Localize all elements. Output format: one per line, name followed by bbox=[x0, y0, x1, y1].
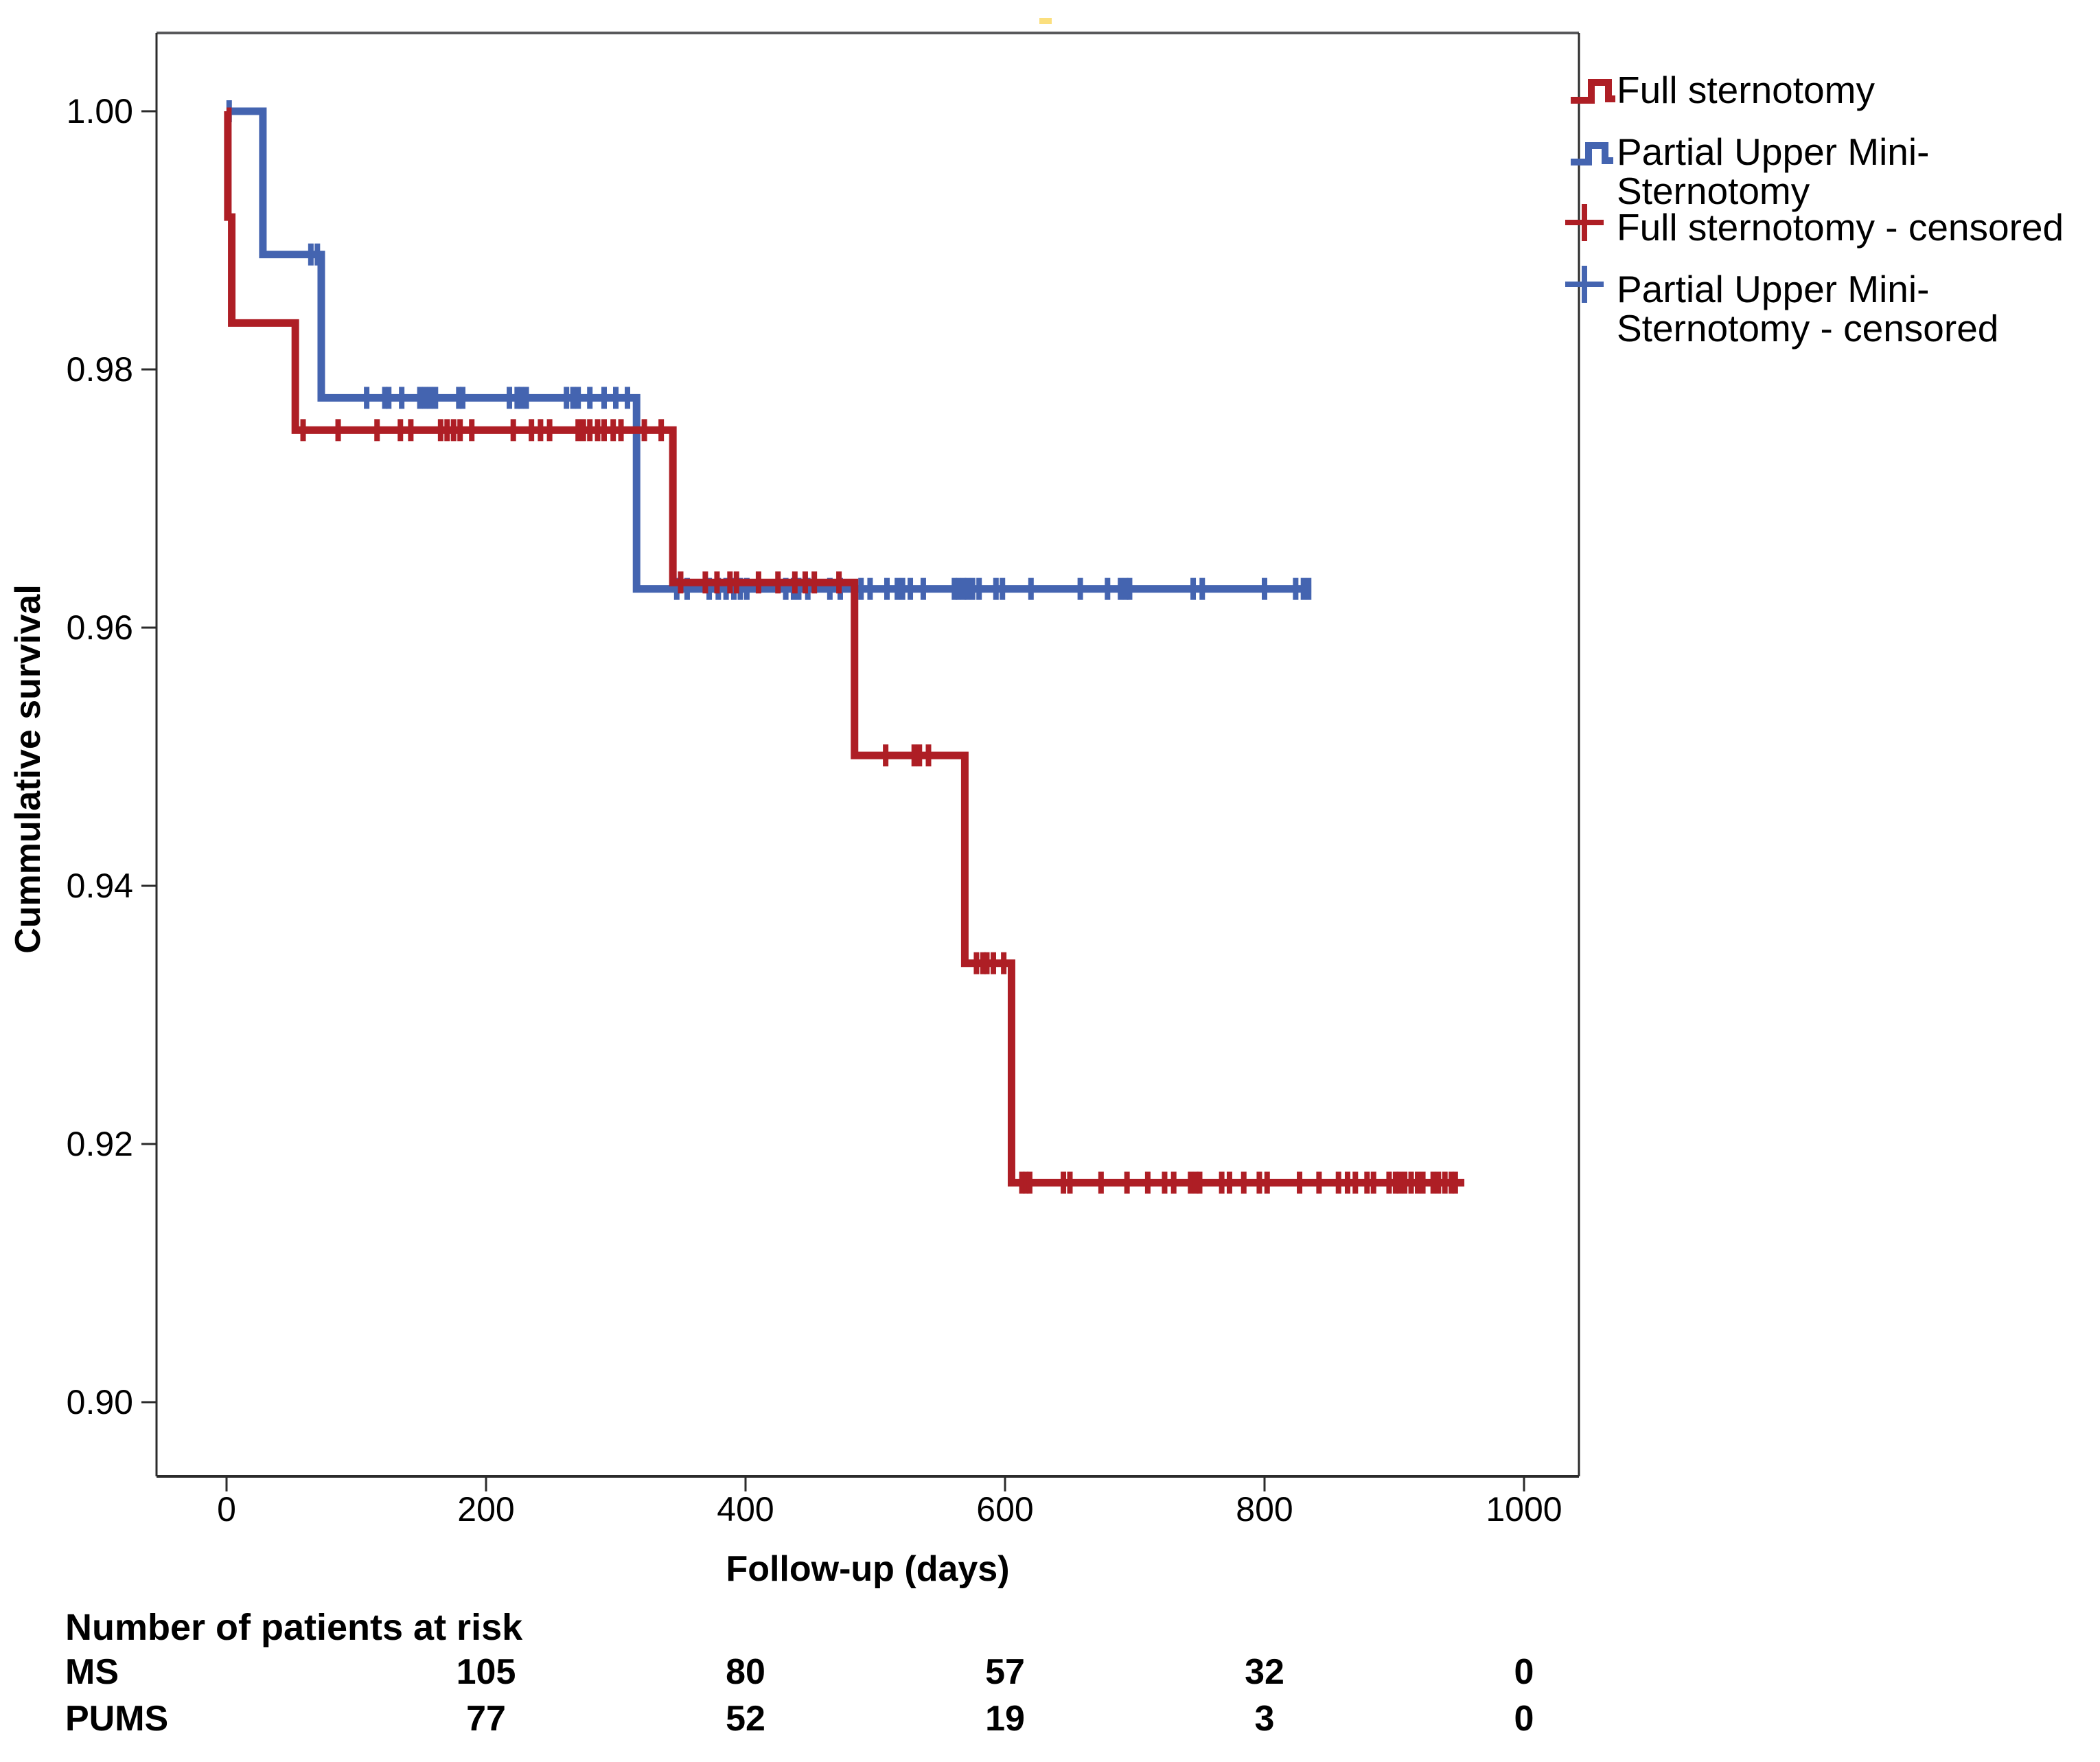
legend-item-label: Sternotomy - censored bbox=[1617, 307, 1998, 350]
legend-item-label: Partial Upper Mini- bbox=[1617, 268, 1929, 310]
x-tick-label: 0 bbox=[217, 1490, 236, 1529]
risk-table: 105 80 57 32 0 77 52 19 3 0 bbox=[457, 1652, 1534, 1739]
y-axis-title: Cummulative survival bbox=[8, 584, 48, 954]
risk-count: 57 bbox=[985, 1652, 1025, 1692]
risk-count: 32 bbox=[1245, 1652, 1284, 1692]
risk-count: 52 bbox=[726, 1699, 765, 1739]
x-tick-label: 600 bbox=[976, 1490, 1033, 1529]
risk-count: 19 bbox=[985, 1699, 1025, 1739]
risk-count: 80 bbox=[726, 1652, 765, 1692]
pums-survival-curve bbox=[227, 107, 1312, 593]
risk-count: 0 bbox=[1514, 1699, 1534, 1739]
risk-count: 3 bbox=[1255, 1699, 1275, 1739]
risk-count: 0 bbox=[1514, 1652, 1534, 1692]
y-tick-label: 0.96 bbox=[67, 608, 133, 647]
y-tick-label: 0.94 bbox=[67, 867, 133, 905]
risk-count: 77 bbox=[466, 1699, 506, 1739]
risk-row-label-ms: MS bbox=[65, 1652, 119, 1692]
x-tick-label: 200 bbox=[457, 1490, 514, 1529]
annotations bbox=[1039, 18, 1052, 24]
legend-item-label: Sternotomy bbox=[1617, 170, 1810, 212]
x-axis-title: Follow-up (days) bbox=[726, 1549, 1009, 1589]
legend-item-label: Full sternotomy bbox=[1617, 69, 1875, 111]
y-tick-label: 0.92 bbox=[67, 1125, 133, 1163]
y-tick-label: 0.90 bbox=[67, 1383, 133, 1421]
legend-item-label: Full sternotomy - censored bbox=[1617, 206, 2064, 249]
plot-frame bbox=[155, 32, 1580, 1478]
x-tick-label: 800 bbox=[1236, 1490, 1293, 1529]
legend-step-icon bbox=[1571, 79, 1615, 104]
y-tick-label: 0.98 bbox=[67, 350, 133, 389]
risk-count: 105 bbox=[457, 1652, 516, 1692]
legend-item-label: Partial Upper Mini- bbox=[1617, 130, 1929, 173]
x-tick-label: 400 bbox=[717, 1490, 774, 1529]
risk-row-label-pums: PUMS bbox=[65, 1699, 168, 1739]
ms-survival-curve bbox=[224, 107, 1465, 1187]
legend-step-icon bbox=[1571, 142, 1613, 165]
axes: 1.00 0.98 0.96 0.94 0.92 0.90 0 200 400 600 800 100… bbox=[67, 92, 1562, 1529]
risk-table-title: Number of patients at risk bbox=[65, 1607, 523, 1648]
x-tick-label: 1000 bbox=[1486, 1490, 1562, 1529]
y-tick-label: 1.00 bbox=[67, 92, 133, 130]
survival-curves bbox=[224, 100, 1465, 1194]
yellow-highlight-artifact bbox=[1039, 18, 1052, 24]
